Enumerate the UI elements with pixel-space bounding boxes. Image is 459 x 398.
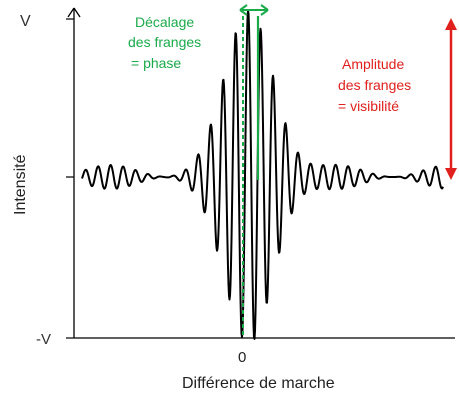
phase-marker xyxy=(239,4,269,336)
x-axis-label: Différence de marche xyxy=(182,375,335,392)
phase-arrow-right-head xyxy=(260,4,269,16)
axes xyxy=(66,7,455,339)
y-axis-arrow-left xyxy=(67,7,75,18)
ytick-top-label: V xyxy=(20,13,31,30)
y-axis-arrow-right xyxy=(73,7,81,18)
xtick-zero-label: 0 xyxy=(238,349,246,366)
phase-annotation-line-2: des franges xyxy=(128,34,201,50)
visibility-arrow-top-head xyxy=(445,18,457,30)
visibility-annotation-line-3: = visibilité xyxy=(338,98,399,114)
phase-annotation-line-1: Décalage xyxy=(135,14,194,30)
ytick-bottom-label: -V xyxy=(36,331,51,348)
phase-annotation-line-3: = phase xyxy=(131,55,181,71)
visibility-arrow-bottom-head xyxy=(445,168,457,180)
visibility-annotation-line-1: Amplitude xyxy=(342,56,404,72)
phase-arrow-left-head xyxy=(239,4,248,16)
fringe-signal xyxy=(81,9,444,340)
y-axis-label: Intensité xyxy=(12,154,29,215)
visibility-annotation-line-2: des franges xyxy=(338,77,411,93)
visibility-marker xyxy=(445,18,457,180)
phase-annotation: Décalage des franges = phase xyxy=(128,14,201,71)
visibility-annotation: Amplitude des franges = visibilité xyxy=(338,56,411,114)
